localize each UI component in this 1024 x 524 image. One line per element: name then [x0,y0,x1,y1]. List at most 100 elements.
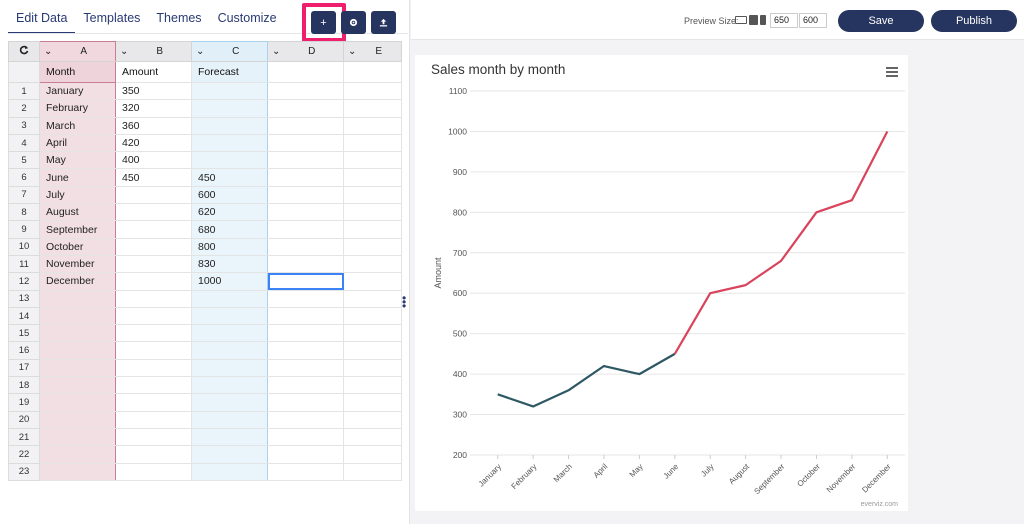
grid-cell[interactable] [267,237,344,256]
grid-cell[interactable] [115,462,192,481]
grid-cell[interactable] [115,427,192,447]
publish-button[interactable]: Publish [931,10,1017,32]
grid-cell[interactable] [267,462,344,481]
grid-cell[interactable] [267,203,344,222]
grid-cell[interactable] [343,99,402,118]
grid-cell[interactable] [267,289,344,308]
chevron-down-icon[interactable]: ⌄ [272,46,281,57]
tab-edit-data[interactable]: Edit Data [8,6,76,34]
grid-cell[interactable] [343,410,402,429]
chevron-down-icon[interactable]: ⌄ [120,46,129,57]
grid-cell[interactable] [115,306,192,326]
tablet-icon[interactable] [749,15,758,25]
grid-cell[interactable] [267,376,344,395]
grid-cell[interactable] [267,61,344,83]
grid-cell[interactable]: April [39,133,116,153]
grid-cell[interactable]: 420 [115,133,192,153]
grid-cell[interactable]: July [39,185,116,205]
grid-cell[interactable] [267,445,344,464]
grid-cell[interactable] [39,445,116,464]
chevron-down-icon[interactable]: ⌄ [44,46,53,57]
tab-templates[interactable]: Templates [83,11,141,25]
grid-cell[interactable] [191,289,268,308]
grid-cell[interactable]: 350 [115,81,192,101]
settings-button[interactable] [341,11,366,34]
grid-cell[interactable] [343,376,402,395]
grid-cell[interactable]: 320 [115,99,192,118]
grid-cell[interactable] [39,341,116,360]
grid-cell[interactable] [267,168,344,187]
grid-cell[interactable] [343,358,402,378]
chevron-down-icon[interactable]: ⌄ [196,46,205,57]
grid-cell[interactable] [343,61,402,83]
laptop-icon[interactable] [735,16,747,24]
grid-cell[interactable]: March [39,116,116,135]
grid-cell[interactable] [343,341,402,360]
preview-width-input[interactable]: 650 [770,13,798,28]
grid-cell[interactable] [115,220,192,239]
chart-credit[interactable]: everviz.com [860,501,898,508]
grid-cell[interactable] [343,203,402,222]
grid-cell[interactable]: December [39,272,116,291]
grid-cell[interactable]: 680 [191,220,268,239]
grid-cell[interactable] [267,151,344,170]
grid-cell[interactable] [191,376,268,395]
grid-cell[interactable]: 400 [115,151,192,170]
grid-cell[interactable] [343,151,402,170]
grid-cell[interactable]: Forecast [191,61,268,83]
grid-cell[interactable] [39,289,116,308]
grid-cell[interactable] [343,133,402,153]
grid-cell[interactable] [115,376,192,395]
grid-cell[interactable] [39,376,116,395]
grid-cell[interactable]: 800 [191,237,268,256]
grid-cell[interactable] [267,341,344,360]
grid-cell[interactable]: September [39,220,116,239]
grid-cell[interactable] [343,324,402,343]
grid-cell[interactable] [191,393,268,412]
grid-cell[interactable]: May [39,151,116,170]
grid-cell[interactable]: Month [39,61,116,83]
grid-cell[interactable] [115,341,192,360]
grid-cell[interactable] [267,116,344,135]
grid-cell[interactable] [267,272,344,291]
phone-icon[interactable] [760,15,766,25]
grid-cell[interactable] [343,445,402,464]
grid-cell[interactable] [191,99,268,118]
grid-cell[interactable]: 600 [191,185,268,205]
grid-cell[interactable] [191,306,268,326]
grid-cell[interactable]: 830 [191,254,268,274]
grid-cell[interactable]: 620 [191,203,268,222]
grid-cell[interactable] [267,99,344,118]
grid-cell[interactable] [191,116,268,135]
grid-cell[interactable] [39,306,116,326]
column-header-d[interactable]: ⌄ D [267,41,344,62]
grid-cell[interactable] [343,306,402,326]
grid-cell[interactable] [115,393,192,412]
grid-cell[interactable] [115,324,192,343]
grid-cell[interactable] [343,462,402,481]
grid-cell[interactable] [115,203,192,222]
grid-cell[interactable] [343,168,402,187]
grid-cell[interactable] [39,427,116,447]
grid-cell[interactable] [39,358,116,378]
grid-cell[interactable]: February [39,99,116,118]
chevron-down-icon[interactable]: ⌄ [348,46,357,57]
grid-cell[interactable] [343,220,402,239]
grid-cell[interactable] [267,410,344,429]
grid-cell[interactable] [343,254,402,274]
grid-cell[interactable] [115,272,192,291]
grid-cell[interactable]: 450 [191,168,268,187]
grid-cell[interactable] [343,185,402,205]
column-header-b[interactable]: ⌄ B [115,41,192,62]
grid-cell[interactable] [191,151,268,170]
grid-cell[interactable] [191,133,268,153]
grid-cell[interactable] [39,462,116,481]
preview-height-input[interactable]: 600 [799,13,827,28]
chart-menu-icon[interactable] [886,67,898,79]
grid-cell[interactable] [343,81,402,101]
upload-button[interactable] [371,11,396,34]
grid-cell[interactable] [267,81,344,101]
grid-cell[interactable] [343,427,402,447]
grid-cell[interactable] [267,254,344,274]
column-header-a[interactable]: ⌄ A [39,41,116,62]
